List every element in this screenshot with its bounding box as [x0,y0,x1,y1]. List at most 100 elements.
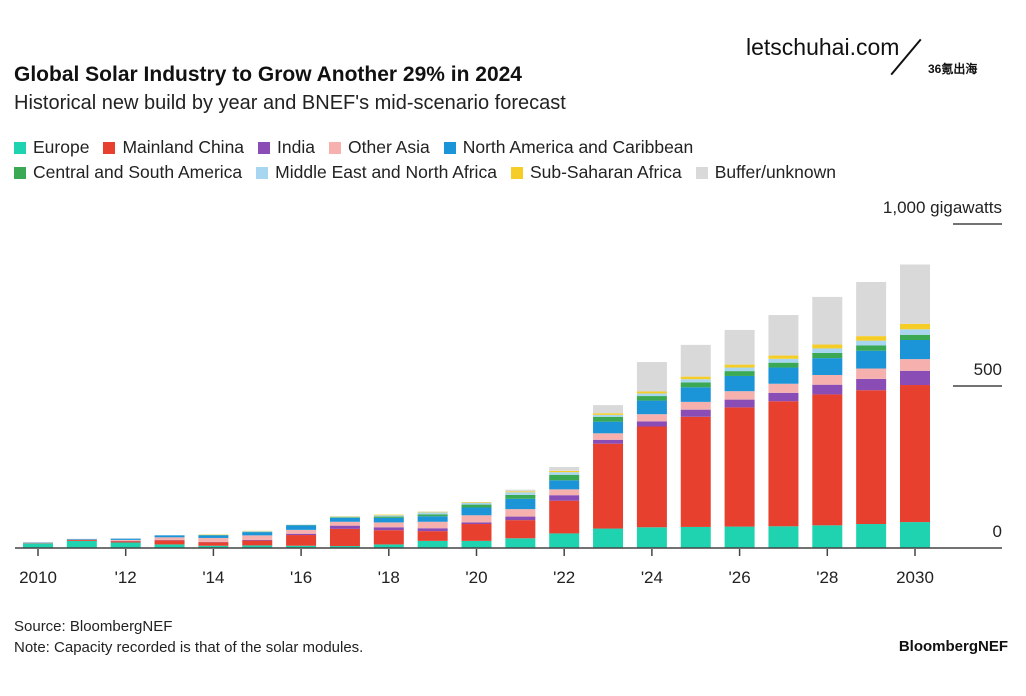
y-tick-label-1000: 1,000 gigawatts [883,198,1002,217]
bar-segment-2020-central-and-south-america [461,504,492,508]
legend-item: Mainland China [103,137,244,158]
legend-label: Buffer/unknown [714,162,836,182]
legend-row-1: Europe Mainland China India Other Asia N… [14,137,707,158]
bar-segment-2013-north-america-and-caribbean [154,535,185,538]
bar-segment-2015-mainland-china [242,540,273,546]
bar-segment-2016-mainland-china [286,535,317,546]
x-tick-label: '18 [378,568,400,587]
bar-segment-2022-central-and-south-america [549,474,580,481]
bar-segment-2030-europe [900,522,930,548]
bar-segment-2027-buffer-unknown [768,315,799,356]
bar-segment-2017-mainland-china [329,528,360,547]
bar-segment-2017-india [329,525,360,529]
legend-row-2: Central and South America Middle East an… [14,162,850,183]
bar-segment-2027-middle-east-and-north-africa [768,358,799,363]
bar-segment-2018-europe [373,544,404,548]
bar-segment-2017-europe [329,546,360,548]
bar-segment-2030-north-america-and-caribbean [900,339,930,360]
bar-segment-2010-europe [23,543,53,548]
bar-segment-2026-middle-east-and-north-africa [724,367,755,372]
legend-label: India [277,137,315,157]
bars-group [23,264,930,548]
bar-segment-2011-north-america-and-caribbean [66,538,97,540]
bar-segment-2019-india [417,528,448,532]
bar-segment-2026-india [724,399,755,408]
bar-segment-2021-india [505,516,536,521]
bar-segment-2025-north-america-and-caribbean [680,387,711,402]
bar-segment-2023-other-asia [593,433,624,440]
chart-title: Global Solar Industry to Grow Another 29… [14,63,522,86]
x-tick-label: '20 [465,568,487,587]
bar-segment-2028-buffer-unknown [812,296,843,345]
bar-segment-2028-middle-east-and-north-africa [812,348,843,353]
bar-segment-2020-mainland-china [461,524,492,541]
bar-segment-2026-sub-saharan-africa [724,364,755,368]
bar-segment-2025-other-asia [680,401,711,410]
bar-segment-2027-sub-saharan-africa [768,355,799,359]
bar-segment-2029-mainland-china [856,390,887,525]
bar-segment-2029-central-and-south-america [856,345,887,351]
bar-segment-2027-north-america-and-caribbean [768,367,799,384]
bar-segment-2011-mainland-china [66,539,97,541]
bar-segment-2029-europe [856,524,887,548]
legend-swatch [510,166,523,179]
bar-segment-2022-north-america-and-caribbean [549,480,580,490]
y-tick-label-0: 0 [993,522,1002,541]
x-tick-label: '12 [115,568,137,587]
x-tick-label: '16 [290,568,312,587]
bar-segment-2030-other-asia [900,359,930,371]
legend-item: India [258,137,315,158]
bar-segment-2016-other-asia [286,529,317,534]
bar-segment-2027-mainland-china [768,401,799,527]
bar-segment-2028-europe [812,525,843,548]
bar-segment-2026-buffer-unknown [724,329,755,365]
bar-segment-2024-buffer-unknown [636,362,667,392]
bar-segment-2029-other-asia [856,368,887,379]
bar-segment-2019-europe [417,540,448,548]
x-ticks-group: 2010 '12 '14 '16 '18 '20 '22 '24 '26 '28 2030 [19,549,934,587]
bar-segment-2021-other-asia [505,509,536,517]
bar-segment-2018-middle-east-and-north-africa [373,515,404,517]
legend-label: Central and South America [33,162,243,182]
bar-segment-2013-europe [154,544,185,548]
bar-segment-2021-buffer-unknown [505,489,536,492]
bar-segment-2014-mainland-china [198,542,229,546]
bar-segment-2024-central-and-south-america [636,396,667,401]
bar-segment-2022-mainland-china [549,500,580,534]
bar-segment-2014-other-asia [198,537,229,542]
bar-segment-2024-other-asia [636,414,667,422]
bar-segment-2021-sub-saharan-africa [505,491,536,493]
bar-segment-2012-mainland-china [110,541,141,543]
bar-segment-2013-other-asia [154,537,185,540]
bar-segment-2029-buffer-unknown [856,281,887,337]
bar-segment-2014-north-america-and-caribbean [198,535,229,538]
bar-segment-2012-europe [110,542,141,548]
bar-segment-2021-europe [505,538,536,548]
legend-swatch [329,141,341,154]
legend-item: Sub-Saharan Africa [510,162,682,183]
chart-subtitle: Historical new build by year and BNEF's … [14,92,566,114]
x-tick-label: '22 [553,568,575,587]
bar-segment-2017-middle-east-and-north-africa [329,516,360,518]
x-tick-label: '28 [816,568,838,587]
bar-segment-2029-india [856,378,887,391]
bar-segment-2029-north-america-and-caribbean [856,350,887,369]
bar-segment-2016-india [286,533,317,536]
bar-segment-2022-sub-saharan-africa [549,470,580,473]
bar-segment-2025-europe [680,526,711,548]
bar-segment-2018-north-america-and-caribbean [373,517,404,523]
x-tick-label: 2030 [896,568,934,587]
capacity-note: Note: Capacity recorded is that of the s… [14,639,364,656]
bar-segment-2025-sub-saharan-africa [680,376,711,380]
bar-segment-2022-india [549,495,580,501]
bar-segment-2029-sub-saharan-africa [856,336,887,341]
bar-segment-2024-india [636,421,667,427]
bar-segment-2023-mainland-china [593,443,624,529]
bar-segment-2021-north-america-and-caribbean [505,498,536,510]
bar-segment-2025-central-and-south-america [680,382,711,388]
bar-segment-2023-europe [593,528,624,548]
bar-segment-2028-central-and-south-america [812,352,843,359]
bar-segment-2020-other-asia [461,515,492,523]
bar-segment-2017-central-and-south-america [329,517,360,518]
